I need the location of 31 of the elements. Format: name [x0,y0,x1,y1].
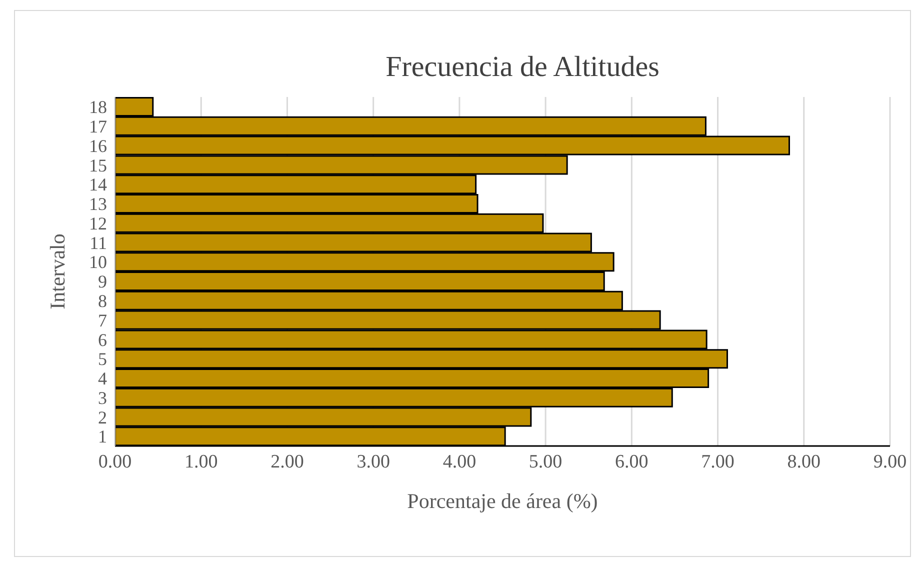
x-tick-label: 2.00 [270,451,304,472]
x-tick-label: 9.00 [873,451,907,472]
y-axis-title: Intervalo [45,234,70,310]
x-tick-label: 7.00 [701,451,734,472]
y-tick-label: 11 [90,232,107,253]
y-tick-label: 9 [98,272,107,292]
y-tick-label: 3 [98,388,107,408]
chart-title: Frecuencia de Altitudes [384,51,660,84]
y-tick-label: 16 [89,136,107,156]
x-tick-label: 8.00 [787,451,821,472]
y-tick-label: 1 [98,426,107,447]
x-axis-title: Porcentaje de área (%) [407,489,598,513]
x-tick-label: 5.00 [528,451,562,472]
x-tick-label: 4.00 [442,451,476,472]
y-tick-label: 17 [89,116,107,136]
y-tick-label: 5 [98,349,107,370]
y-tick-label: 13 [89,194,107,214]
x-tick-label: 1.00 [184,451,218,472]
y-tick-label: 2 [98,407,107,428]
y-tick-label: 15 [89,155,107,176]
y-tick-label: 4 [98,368,107,389]
x-tick-label: 0.00 [98,451,132,472]
x-tick-label: 3.00 [356,451,390,472]
y-tick-label: 12 [89,213,107,234]
y-tick-label: 6 [98,330,107,350]
y-tick-label: 8 [98,290,107,311]
y-tick-label: 18 [89,97,107,118]
y-tick-label: 7 [98,310,107,330]
x-tick-label: 6.00 [615,451,648,472]
y-tick-label: 14 [89,174,107,195]
y-tick-label: 10 [89,252,107,272]
